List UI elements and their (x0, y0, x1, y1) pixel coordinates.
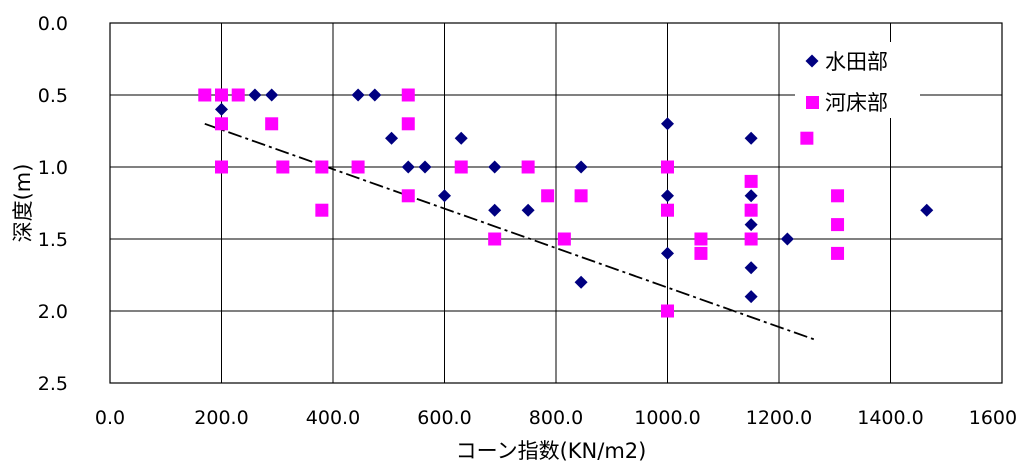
data-point-square (401, 88, 415, 102)
data-point-square (557, 232, 571, 246)
y-tick-label: 1.5 (38, 229, 68, 251)
trendline-segment (204, 122, 816, 341)
data-point-square (831, 189, 845, 203)
x-tick-label: 600.0 (417, 407, 471, 429)
data-point-square (315, 203, 329, 217)
x-tick-label: 1200.0 (746, 407, 812, 429)
trendline (204, 122, 816, 341)
data-point-square (694, 232, 708, 246)
data-point-square (521, 160, 535, 174)
data-point-diamond (780, 232, 794, 246)
y-tick-label: 1.0 (38, 157, 68, 179)
y-tick-label: 0.0 (38, 13, 68, 35)
x-tick-label: 800.0 (529, 407, 583, 429)
data-point-diamond (574, 275, 588, 289)
x-tick-label: 200.0 (194, 407, 248, 429)
data-point-square (831, 218, 845, 232)
legend: 水田部 河床部 (795, 42, 920, 118)
data-point-diamond (744, 261, 758, 275)
x-tick-label: 0.0 (95, 407, 125, 429)
data-point-square (401, 117, 415, 131)
data-point-square (574, 189, 588, 203)
data-point-diamond (265, 88, 279, 102)
y-tick-label: 0.5 (38, 85, 68, 107)
data-point-square (800, 131, 814, 145)
data-point-diamond (661, 117, 674, 131)
x-tick-label: 1600.0 (969, 407, 1017, 429)
data-point-square (198, 88, 212, 102)
data-point-square (744, 232, 758, 246)
plot-border (109, 22, 1003, 384)
data-point-diamond (744, 189, 758, 203)
data-point-square (744, 203, 758, 217)
data-point-square (454, 160, 468, 174)
data-point-diamond (744, 131, 758, 145)
data-point-square (276, 160, 290, 174)
data-point-square (265, 117, 279, 131)
data-point-square (215, 88, 228, 102)
y-tick-label: 2.5 (38, 373, 68, 395)
data-point-diamond (661, 189, 674, 203)
data-point-square (541, 189, 555, 203)
data-point-square (401, 189, 415, 203)
data-point-square (744, 174, 758, 188)
data-point-square (661, 304, 674, 318)
x-axis-title: コーン指数(KN/m2) (456, 439, 647, 463)
data-point-square (215, 160, 228, 174)
y-tick-label: 2.0 (38, 301, 68, 323)
data-point-square (661, 160, 674, 174)
data-point-diamond (385, 131, 399, 145)
x-tick-label: 400.0 (306, 407, 360, 429)
data-point-diamond (488, 160, 502, 174)
data-point-diamond (920, 203, 934, 217)
data-point-diamond (368, 88, 382, 102)
data-point-diamond (438, 189, 451, 203)
data-point-diamond (521, 203, 535, 217)
data-point-diamond (401, 160, 415, 174)
data-point-diamond (574, 160, 588, 174)
legend-label-series-1: 水田部 (825, 50, 888, 74)
data-point-square (488, 232, 502, 246)
x-tick-labels: 0.0 200.0 400.0 600.0 800.0 1000.0 1200.0 1400.… (95, 407, 1017, 429)
data-point-diamond (744, 290, 758, 304)
data-points (198, 88, 934, 318)
data-point-diamond (248, 88, 262, 102)
data-point-diamond (215, 102, 228, 116)
data-point-square (351, 160, 365, 174)
data-point-square (231, 88, 245, 102)
legend-marker-diamond-icon (805, 54, 819, 68)
data-point-diamond (418, 160, 432, 174)
data-point-diamond (488, 203, 502, 217)
y-tick-labels: 0.0 0.5 1.0 1.5 2.0 2.5 (38, 13, 68, 395)
data-point-square (831, 246, 845, 260)
data-point-diamond (454, 131, 468, 145)
data-point-diamond (351, 88, 365, 102)
x-tick-label: 1000.0 (634, 407, 700, 429)
data-point-diamond (744, 218, 758, 232)
data-point-square (215, 117, 228, 131)
data-point-square (694, 246, 708, 260)
data-point-square (315, 160, 329, 174)
x-tick-label: 1400.0 (857, 407, 923, 429)
legend-marker-square-icon (806, 96, 819, 109)
y-axis-title: 深度(m) (11, 164, 35, 243)
legend-label-series-2: 河床部 (825, 91, 888, 115)
data-point-diamond (661, 246, 674, 260)
data-point-square (661, 203, 674, 217)
